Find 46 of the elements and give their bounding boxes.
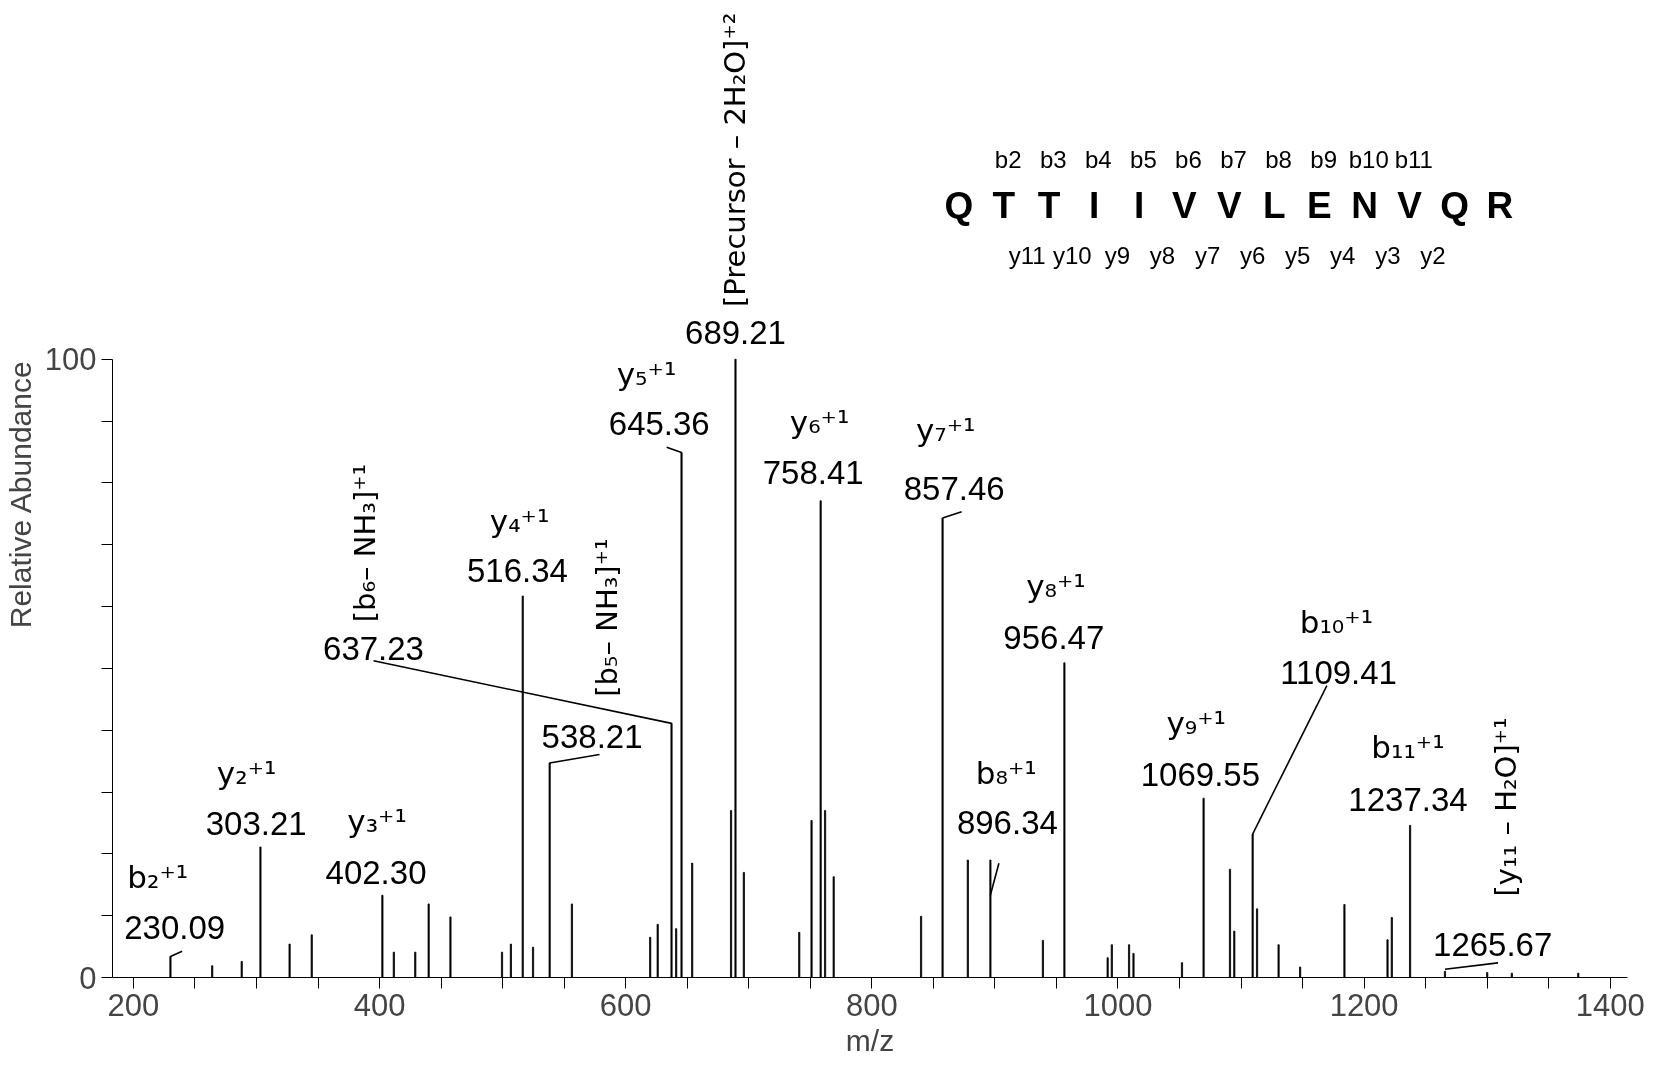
annotation: 1237.34: [1348, 781, 1468, 819]
annotation: 538.21: [541, 717, 643, 755]
y-tick-label: 100: [44, 342, 97, 378]
annotation: [b₆– NH₃]⁺¹: [348, 463, 383, 623]
annotation: 645.36: [608, 405, 710, 443]
annotation: [b₅– NH₃]⁺¹: [589, 538, 624, 697]
annotation: y₈⁺¹: [1026, 568, 1086, 605]
annotation: 1069.55: [1140, 756, 1261, 794]
annotation: y₇⁺¹: [915, 412, 976, 449]
annotation: [y₁₁ – H₂O]⁺¹: [1489, 717, 1524, 897]
annotation: y₉⁺¹: [1166, 704, 1226, 741]
annotation: 758.41: [762, 453, 864, 491]
annotation: y₅⁺¹: [616, 356, 677, 393]
annotation: 230.09: [124, 909, 226, 947]
annotation: 516.34: [466, 552, 568, 590]
annotation: y₄⁺¹: [489, 502, 550, 539]
annotation: 1265.67: [1433, 926, 1553, 964]
x-tick-label: 1200: [1329, 987, 1399, 1023]
annotation: 956.47: [1003, 618, 1105, 656]
y-axis-title: Relative Abundance: [3, 361, 37, 629]
text: b2 b3 b4 b5 b6 b7 b8 b9 b10 b11: [994, 146, 1433, 174]
x-tick-label: 1400: [1575, 987, 1645, 1023]
x-tick-label: 1000: [1083, 987, 1153, 1023]
y-tick-label: 0: [79, 960, 97, 996]
text: Q T T I I V V L E N V Q R: [944, 184, 1514, 226]
annotation: 896.34: [956, 804, 1058, 842]
x-axis-title: m/z: [845, 1023, 895, 1057]
x-tick-label: 600: [599, 987, 652, 1023]
annotation: 689.21: [685, 314, 786, 352]
annotation: 303.21: [205, 805, 307, 843]
annotation: b₂⁺¹: [127, 858, 189, 895]
annotation: 637.23: [323, 629, 424, 667]
text: y11 y10 y9 y8 y7 y6 y5 y4 y3 y2: [1008, 241, 1446, 269]
annotation: [Precursor – 2H₂O]⁺²: [718, 12, 753, 307]
annotation: 402.30: [325, 854, 427, 892]
annotation: b₈⁺¹: [975, 755, 1037, 792]
x-tick-label: 200: [107, 987, 160, 1023]
annotation: y₃⁺¹: [347, 803, 407, 840]
annotation: 1109.41: [1280, 654, 1397, 692]
x-tick-label: 800: [845, 987, 898, 1023]
x-tick-label: 400: [353, 987, 406, 1023]
annotation: y₆⁺¹: [789, 404, 850, 441]
annotation: b₁₀⁺¹: [1299, 603, 1374, 640]
annotation: b₁₁⁺¹: [1371, 728, 1445, 765]
annotation: 857.46: [903, 469, 1005, 507]
annotation: y₂⁺¹: [216, 754, 277, 791]
